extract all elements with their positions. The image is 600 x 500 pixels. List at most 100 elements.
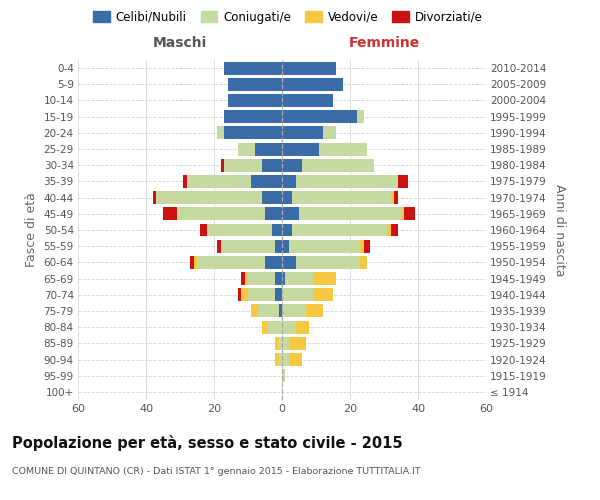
- Bar: [278, 353, 282, 366]
- Bar: [306, 304, 323, 318]
- Bar: [296, 175, 398, 188]
- Text: Popolazione per età, sesso e stato civile - 2015: Popolazione per età, sesso e stato civil…: [12, 435, 403, 451]
- Bar: [238, 142, 255, 156]
- Bar: [255, 142, 282, 156]
- Bar: [227, 78, 282, 91]
- Bar: [275, 240, 282, 252]
- Bar: [282, 126, 323, 140]
- Bar: [258, 304, 278, 318]
- Bar: [251, 304, 258, 318]
- Y-axis label: Fasce di età: Fasce di età: [25, 192, 38, 268]
- Bar: [282, 224, 292, 236]
- Bar: [248, 288, 275, 301]
- Bar: [391, 224, 398, 236]
- Bar: [217, 126, 224, 140]
- Bar: [282, 191, 292, 204]
- Bar: [391, 191, 394, 204]
- Bar: [313, 272, 337, 285]
- Bar: [197, 256, 265, 269]
- Bar: [282, 62, 337, 74]
- Bar: [364, 240, 370, 252]
- Text: Femmine: Femmine: [349, 36, 419, 51]
- Legend: Celibi/Nubili, Coniugati/e, Vedovi/e, Divorziati/e: Celibi/Nubili, Coniugati/e, Vedovi/e, Di…: [88, 6, 488, 28]
- Bar: [289, 240, 360, 252]
- Bar: [221, 240, 275, 252]
- Bar: [248, 272, 275, 285]
- Bar: [282, 288, 313, 301]
- Bar: [221, 159, 224, 172]
- Bar: [187, 175, 251, 188]
- Bar: [241, 272, 245, 285]
- Bar: [275, 272, 282, 285]
- Bar: [262, 191, 282, 204]
- Bar: [251, 175, 282, 188]
- Bar: [200, 224, 207, 236]
- Bar: [224, 159, 262, 172]
- Bar: [282, 94, 333, 107]
- Bar: [262, 159, 282, 172]
- Bar: [282, 208, 299, 220]
- Bar: [282, 272, 286, 285]
- Bar: [282, 175, 296, 188]
- Bar: [217, 240, 221, 252]
- Bar: [299, 208, 401, 220]
- Bar: [296, 320, 309, 334]
- Bar: [323, 126, 337, 140]
- Bar: [398, 175, 408, 188]
- Bar: [313, 288, 333, 301]
- Bar: [268, 320, 282, 334]
- Bar: [265, 208, 282, 220]
- Bar: [207, 224, 272, 236]
- Text: COMUNE DI QUINTANO (CR) - Dati ISTAT 1° gennaio 2015 - Elaborazione TUTTITALIA.I: COMUNE DI QUINTANO (CR) - Dati ISTAT 1° …: [12, 468, 421, 476]
- Bar: [289, 337, 306, 350]
- Bar: [282, 369, 286, 382]
- Bar: [184, 175, 187, 188]
- Bar: [302, 159, 374, 172]
- Bar: [282, 320, 296, 334]
- Bar: [282, 142, 319, 156]
- Bar: [153, 191, 156, 204]
- Bar: [282, 256, 296, 269]
- Bar: [156, 191, 262, 204]
- Y-axis label: Anni di nascita: Anni di nascita: [553, 184, 566, 276]
- Bar: [289, 353, 302, 366]
- Bar: [282, 240, 289, 252]
- Bar: [360, 256, 367, 269]
- Bar: [275, 353, 278, 366]
- Bar: [265, 256, 282, 269]
- Bar: [286, 272, 313, 285]
- Bar: [275, 288, 282, 301]
- Bar: [241, 288, 248, 301]
- Bar: [360, 240, 364, 252]
- Bar: [282, 159, 302, 172]
- Bar: [224, 126, 282, 140]
- Bar: [245, 272, 248, 285]
- Bar: [296, 256, 360, 269]
- Bar: [278, 337, 282, 350]
- Bar: [190, 256, 194, 269]
- Bar: [282, 337, 289, 350]
- Text: Maschi: Maschi: [153, 36, 207, 51]
- Bar: [163, 208, 176, 220]
- Bar: [278, 304, 282, 318]
- Bar: [262, 320, 268, 334]
- Bar: [282, 304, 306, 318]
- Bar: [227, 94, 282, 107]
- Bar: [319, 142, 367, 156]
- Bar: [401, 208, 404, 220]
- Bar: [292, 224, 388, 236]
- Bar: [282, 78, 343, 91]
- Bar: [275, 337, 278, 350]
- Bar: [238, 288, 241, 301]
- Bar: [388, 224, 391, 236]
- Bar: [292, 191, 391, 204]
- Bar: [224, 110, 282, 123]
- Bar: [282, 110, 357, 123]
- Bar: [224, 62, 282, 74]
- Bar: [272, 224, 282, 236]
- Bar: [357, 110, 364, 123]
- Bar: [404, 208, 415, 220]
- Bar: [194, 256, 197, 269]
- Bar: [282, 353, 289, 366]
- Bar: [176, 208, 265, 220]
